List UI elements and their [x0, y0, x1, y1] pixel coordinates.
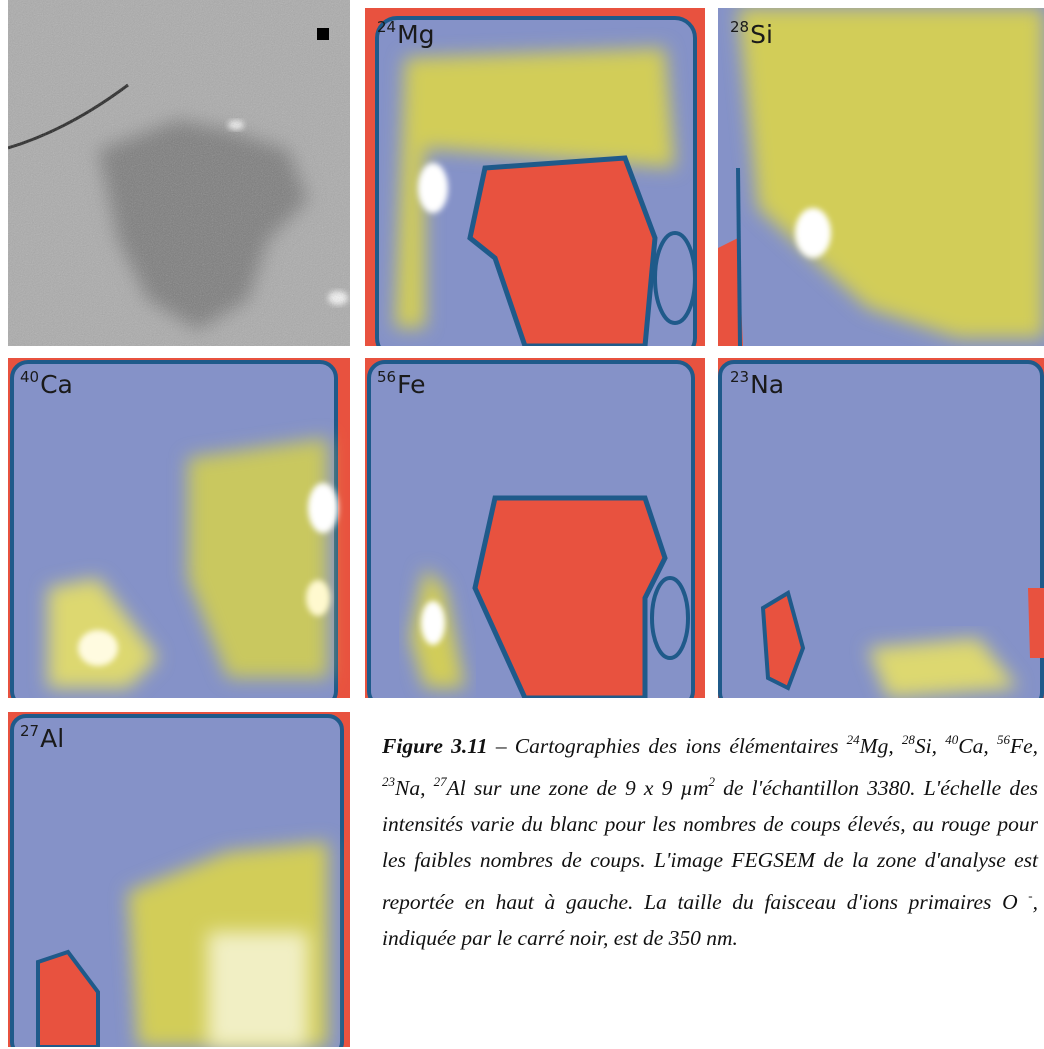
- caption-label: Figure 3.11: [382, 734, 488, 758]
- mass: 23: [730, 368, 750, 386]
- caption-text: Ca,: [958, 734, 997, 758]
- caption-superscript: 40: [945, 732, 959, 747]
- panel-label: 56Fe: [377, 368, 426, 399]
- mass: 56: [377, 368, 397, 386]
- element: Mg: [397, 20, 435, 49]
- caption-text: , indiquée par le carré noir, est de 350…: [382, 890, 1038, 950]
- mass: 27: [20, 722, 40, 740]
- panel-label: 28Si: [730, 18, 773, 49]
- mass: 24: [377, 18, 397, 36]
- map-image: [718, 8, 1044, 346]
- caption-superscript: 24: [846, 732, 860, 747]
- map-image: [718, 358, 1044, 698]
- map-image: [8, 712, 350, 1047]
- sem-panel: [8, 0, 350, 346]
- map-panel: 40Ca: [8, 358, 350, 698]
- caption-superscript: 23: [382, 774, 395, 789]
- caption-superscript: 2: [708, 774, 715, 789]
- map-panel: 56Fe: [365, 358, 705, 698]
- map-panel: 27Al: [8, 712, 350, 1047]
- map-image: [365, 8, 705, 346]
- caption-text: Si,: [914, 734, 946, 758]
- caption-text: Na,: [395, 776, 434, 800]
- sem-image: [8, 0, 350, 346]
- element: Na: [750, 370, 785, 399]
- caption-superscript: 56: [996, 732, 1010, 747]
- caption-text: Fe,: [1009, 734, 1038, 758]
- caption-text: Al sur une zone de 9 x 9 µm: [446, 776, 709, 800]
- element: Al: [40, 724, 65, 753]
- map-panel: 23Na: [718, 358, 1044, 698]
- map-panel: 28Si: [718, 8, 1044, 346]
- mass: 28: [730, 18, 750, 36]
- caption-superscript: 27: [433, 774, 447, 789]
- panel-label: 27Al: [20, 722, 64, 753]
- map-panel: 24Mg: [365, 8, 705, 346]
- mass: 40: [20, 368, 40, 386]
- caption-superscript: -: [1028, 888, 1033, 903]
- panel-label: 40Ca: [20, 368, 73, 399]
- caption-text: Mg,: [859, 734, 902, 758]
- figure-caption: Figure 3.11 – Cartographies des ions élé…: [382, 722, 1038, 956]
- element: Ca: [40, 370, 73, 399]
- caption-superscript: 28: [901, 732, 915, 747]
- caption-text: de l'échantillon 3380. L'échelle des int…: [382, 776, 1038, 914]
- panel-label: 23Na: [730, 368, 784, 399]
- caption-text: – Cartographies des ions élémentaires: [487, 734, 847, 758]
- element: Fe: [397, 370, 426, 399]
- panel-label: 24Mg: [377, 18, 435, 49]
- element: Si: [750, 20, 773, 49]
- map-image: [8, 358, 350, 698]
- map-image: [365, 358, 705, 698]
